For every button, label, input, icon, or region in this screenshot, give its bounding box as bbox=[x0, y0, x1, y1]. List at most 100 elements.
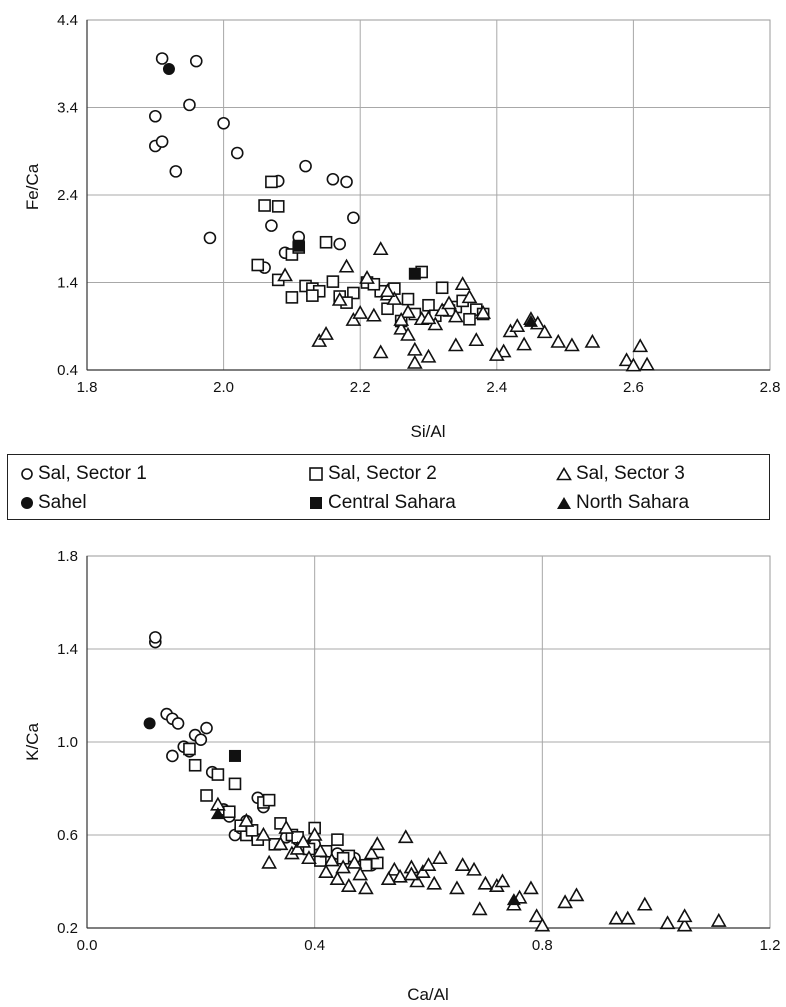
data-point-sal-sector-1 bbox=[155, 52, 169, 65]
data-point-sal-sector-3 bbox=[352, 866, 369, 881]
data-point-sal-sector-3 bbox=[523, 880, 539, 895]
data-point-sal-sector-3 bbox=[311, 332, 328, 347]
x-axis-title-si-al: Si/Al bbox=[411, 422, 446, 441]
data-point-sal-sector-3 bbox=[363, 845, 380, 860]
data-point-sal-sector-1 bbox=[194, 733, 208, 746]
data-point-sal-sector-3 bbox=[393, 311, 410, 326]
data-point-north-sahara bbox=[210, 807, 225, 820]
data-point-sal-sector-3 bbox=[454, 857, 471, 872]
data-point-sal-sector-3 bbox=[639, 356, 655, 371]
data-point-sal-sector-1 bbox=[347, 211, 360, 225]
data-point-sal-sector-2 bbox=[188, 758, 202, 772]
legend-item-central-sahara: Central Sahara bbox=[308, 492, 456, 514]
y-tick-label: 0.4 bbox=[57, 362, 78, 379]
data-point-sal-sector-1 bbox=[183, 98, 196, 112]
y-tick-label: 1.4 bbox=[57, 641, 78, 658]
data-point-sal-sector-2 bbox=[222, 805, 236, 819]
data-point-sal-sector-1 bbox=[203, 231, 217, 245]
legend-item-sahel: Sahel bbox=[20, 492, 87, 514]
data-point-sal-sector-3 bbox=[323, 852, 340, 867]
y-tick-label: 1.0 bbox=[57, 734, 78, 751]
data-point-sal-sector-3 bbox=[461, 289, 478, 304]
data-point-sal-sector-3 bbox=[345, 311, 362, 326]
data-point-sal-sector-3 bbox=[400, 304, 416, 319]
data-point-sal-sector-2 bbox=[228, 777, 242, 791]
data-point-sal-sector-1 bbox=[217, 116, 230, 130]
data-point-sal-sector-3 bbox=[338, 258, 355, 273]
data-point-sal-sector-1 bbox=[155, 135, 169, 148]
data-point-sal-sector-3 bbox=[536, 324, 553, 339]
data-point-sal-sector-3 bbox=[420, 310, 437, 325]
data-point-sal-sector-2 bbox=[401, 292, 415, 306]
y-tick-label: 0.6 bbox=[57, 827, 78, 844]
y-tick-label: 3.4 bbox=[57, 100, 78, 117]
data-point-sal-sector-3 bbox=[346, 854, 363, 869]
data-point-sal-sector-2 bbox=[435, 281, 449, 295]
data-point-sal-sector-3 bbox=[312, 843, 329, 858]
data-point-sal-sector-2 bbox=[285, 248, 299, 261]
data-point-sal-sector-3 bbox=[488, 346, 505, 361]
data-point-sal-sector-3 bbox=[434, 302, 451, 317]
data-point-sal-sector-2 bbox=[258, 199, 271, 212]
data-point-sal-sector-2 bbox=[251, 258, 265, 272]
data-point-sal-sector-2 bbox=[331, 833, 344, 846]
chart-fe-ca-vs-si-al: 0.4 1.4 2.4 3.4 4.4 1.8 2.0 2.2 2.4 2.6 2.8 Fe/Ca Si… bbox=[23, 12, 780, 441]
x-tick-label: 1.8 bbox=[77, 379, 98, 396]
data-point-sal-sector-1 bbox=[340, 175, 353, 189]
data-point-sal-sector-3 bbox=[432, 850, 448, 865]
data-point-sal-sector-3 bbox=[449, 880, 465, 895]
data-point-sal-sector-3 bbox=[516, 336, 532, 351]
data-point-sal-sector-3 bbox=[261, 854, 278, 869]
data-point-sal-sector-3 bbox=[379, 283, 396, 298]
data-point-sal-sector-3 bbox=[477, 875, 494, 890]
data-point-sal-sector-3 bbox=[447, 308, 464, 323]
data-point-sal-sector-2 bbox=[200, 789, 213, 802]
data-point-sal-sector-3 bbox=[352, 304, 369, 319]
data-point-sal-sector-3 bbox=[557, 894, 573, 909]
data-point-sal-sector-3 bbox=[420, 857, 437, 872]
data-point-sal-sector-3 bbox=[619, 910, 636, 925]
data-point-sal-sector-3 bbox=[295, 833, 312, 848]
series-sal-sector-3 bbox=[277, 241, 655, 372]
data-point-sal-sector-1 bbox=[333, 237, 347, 251]
data-point-sal-sector-3 bbox=[414, 864, 431, 879]
legend-label: Sal, Sector 3 bbox=[576, 463, 685, 484]
data-point-sal-sector-1 bbox=[169, 165, 183, 178]
data-point-sal-sector-1 bbox=[189, 54, 203, 68]
data-point-sal-sector-3 bbox=[676, 917, 693, 932]
y-axis-title-k-ca: K/Ca bbox=[23, 723, 42, 761]
data-point-sal-sector-3 bbox=[528, 908, 545, 923]
y-tick-label: 1.4 bbox=[57, 275, 78, 292]
open-triangle-marker-icon bbox=[556, 466, 572, 481]
legend: Sal, Sector 1 Sal, Sector 2 Sal, Sector … bbox=[7, 454, 770, 520]
data-point-sal-sector-3 bbox=[710, 912, 727, 927]
filled-triangle-marker-icon bbox=[557, 496, 571, 509]
data-point-sal-sector-3 bbox=[365, 307, 382, 322]
data-point-sal-sector-3 bbox=[466, 861, 482, 876]
x-tick-label: 2.2 bbox=[350, 379, 371, 396]
data-point-sal-sector-3 bbox=[403, 866, 420, 881]
data-point-north-sahara bbox=[523, 314, 538, 327]
data-point-sal-sector-3 bbox=[372, 241, 389, 256]
data-point-sal-sector-3 bbox=[318, 864, 334, 879]
data-point-sal-sector-3 bbox=[306, 826, 323, 841]
data-point-sal-sector-3 bbox=[676, 908, 693, 923]
data-point-central-sahara bbox=[408, 267, 421, 280]
data-point-sal-sector-3 bbox=[636, 896, 653, 911]
data-point-sal-sector-3 bbox=[386, 861, 403, 876]
y-tick-label: 4.4 bbox=[57, 12, 78, 29]
data-point-sal-sector-3 bbox=[494, 873, 511, 888]
series-sahel bbox=[162, 63, 175, 75]
data-point-sal-sector-2 bbox=[265, 175, 278, 189]
legend-label: Sal, Sector 2 bbox=[328, 463, 437, 484]
data-point-sal-sector-2 bbox=[211, 768, 225, 781]
x-tick-label: 2.6 bbox=[623, 379, 644, 396]
x-tick-label: 0.8 bbox=[532, 937, 553, 954]
legend-label: Sal, Sector 1 bbox=[38, 463, 147, 484]
x-tick-label: 0.0 bbox=[77, 937, 98, 954]
y-tick-label: 2.4 bbox=[57, 187, 78, 204]
data-point-sal-sector-2 bbox=[319, 235, 333, 249]
data-point-sal-sector-3 bbox=[534, 917, 551, 932]
data-point-sal-sector-3 bbox=[392, 868, 408, 883]
data-point-sal-sector-3 bbox=[441, 295, 457, 310]
